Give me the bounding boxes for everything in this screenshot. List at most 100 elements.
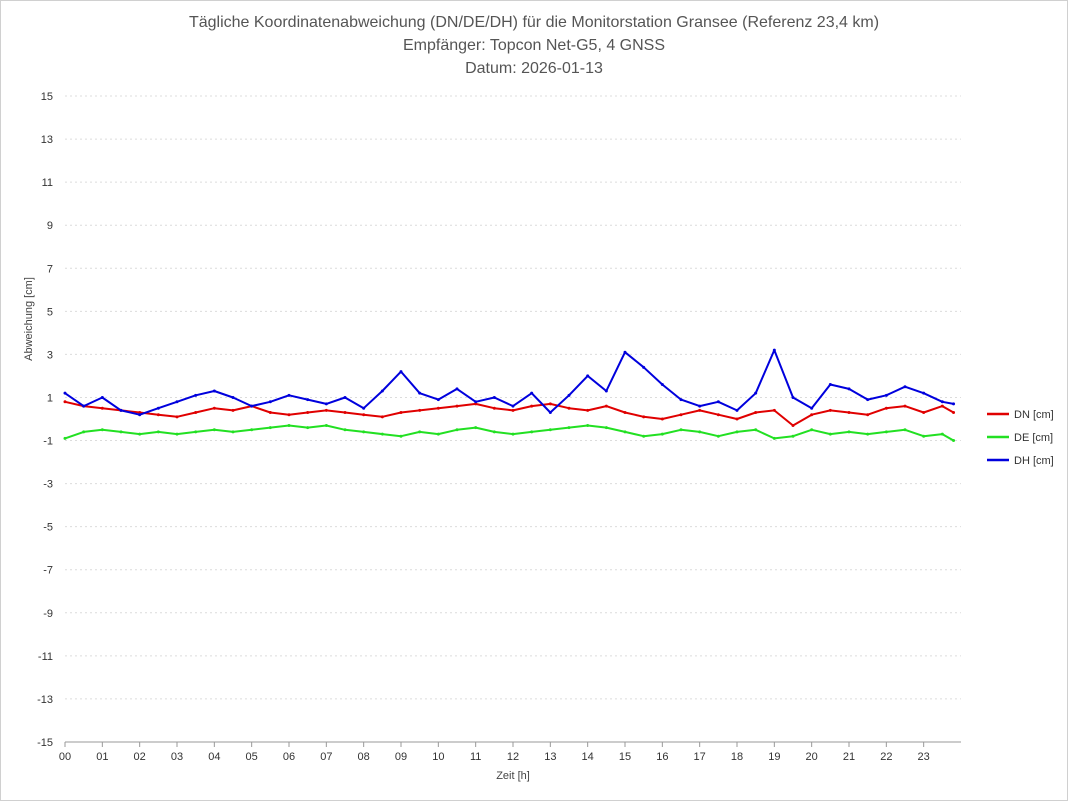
- data-point-dh: [604, 389, 608, 393]
- data-point-dn: [474, 402, 478, 406]
- data-point-dn: [586, 408, 590, 412]
- series-line-dh: [64, 349, 954, 416]
- y-tick-label: 15: [41, 91, 53, 103]
- data-point-de: [679, 428, 683, 432]
- data-point-de: [791, 434, 795, 438]
- data-point-dn: [866, 413, 870, 417]
- data-point-de: [324, 423, 328, 427]
- data-point-dh: [418, 391, 422, 395]
- data-point-dn: [100, 406, 104, 410]
- data-point-dn: [324, 408, 328, 412]
- data-point-de: [399, 434, 403, 438]
- data-point-dn: [716, 413, 720, 417]
- data-point-dh: [548, 411, 552, 415]
- y-tick-label: 13: [41, 134, 53, 146]
- data-point-de: [212, 428, 216, 432]
- data-point-dn: [306, 411, 310, 415]
- data-point-de: [922, 434, 926, 438]
- y-tick-label: -5: [43, 522, 53, 534]
- x-tick-label: 01: [96, 751, 108, 763]
- data-point-de: [735, 430, 739, 434]
- data-point-de: [586, 423, 590, 427]
- data-point-dh: [952, 402, 956, 406]
- data-point-dn: [623, 411, 627, 415]
- x-tick-label: 03: [171, 751, 183, 763]
- x-tick-label: 13: [544, 751, 556, 763]
- data-point-dn: [940, 404, 944, 408]
- data-point-dn: [362, 413, 366, 417]
- data-point-dn: [828, 408, 832, 412]
- data-point-de: [231, 430, 235, 434]
- x-tick-label: 10: [432, 751, 444, 763]
- data-point-dh: [754, 391, 758, 395]
- x-tick-label: 19: [768, 751, 780, 763]
- data-point-dh: [567, 393, 571, 397]
- data-point-dh: [194, 393, 198, 397]
- data-point-dn: [754, 411, 758, 415]
- data-point-de: [138, 432, 142, 436]
- data-point-dn: [698, 408, 702, 412]
- data-point-dh: [287, 393, 291, 397]
- data-point-dh: [866, 398, 870, 402]
- x-tick-label: 04: [208, 751, 220, 763]
- x-tick-label: 06: [283, 751, 295, 763]
- data-point-dh: [940, 400, 944, 404]
- x-tick-label: 23: [918, 751, 930, 763]
- y-tick-label: 3: [47, 349, 53, 361]
- data-point-dh: [212, 389, 216, 393]
- data-point-dh: [156, 406, 160, 410]
- data-point-de: [474, 426, 478, 430]
- data-point-dh: [679, 398, 683, 402]
- data-point-de: [63, 436, 67, 440]
- x-axis-label: Zeit [h]: [496, 770, 530, 782]
- data-point-dh: [884, 393, 888, 397]
- data-point-dn: [212, 406, 216, 410]
- data-point-dh: [324, 402, 328, 406]
- x-tick-label: 21: [843, 751, 855, 763]
- x-tick-label: 09: [395, 751, 407, 763]
- y-tick-label: 1: [47, 392, 53, 404]
- data-point-dn: [138, 411, 142, 415]
- series-line-de: [64, 424, 954, 442]
- x-tick-label: 16: [656, 751, 668, 763]
- data-point-de: [754, 428, 758, 432]
- y-tick-label: -3: [43, 479, 53, 491]
- data-point-de: [810, 428, 814, 432]
- data-point-de: [716, 434, 720, 438]
- data-point-de: [119, 430, 123, 434]
- data-point-dh: [343, 395, 347, 399]
- data-point-de: [343, 428, 347, 432]
- x-tick-label: 08: [358, 751, 370, 763]
- x-tick-label: 17: [694, 751, 706, 763]
- x-tick-label: 15: [619, 751, 631, 763]
- data-point-de: [100, 428, 104, 432]
- data-point-dh: [492, 395, 496, 399]
- data-point-de: [642, 434, 646, 438]
- data-point-de: [548, 428, 552, 432]
- data-point-dn: [63, 400, 67, 404]
- y-tick-label: 7: [47, 263, 53, 275]
- data-point-dn: [884, 406, 888, 410]
- data-point-dn: [511, 408, 515, 412]
- y-tick-label: -9: [43, 608, 53, 620]
- data-point-dh: [903, 385, 907, 389]
- data-point-dn: [530, 404, 534, 408]
- y-tick-label: 9: [47, 220, 53, 232]
- data-point-dn: [194, 411, 198, 415]
- x-tick-label: 12: [507, 751, 519, 763]
- data-point-dh: [82, 404, 86, 408]
- data-point-de: [903, 428, 907, 432]
- legend-label-dh: DH [cm]: [1014, 455, 1054, 467]
- data-point-dn: [343, 411, 347, 415]
- legend-label-dn: DN [cm]: [1014, 409, 1054, 421]
- data-point-de: [511, 432, 515, 436]
- data-point-de: [82, 430, 86, 434]
- data-point-de: [660, 432, 664, 436]
- data-point-dh: [847, 387, 851, 391]
- data-point-dn: [922, 411, 926, 415]
- data-point-dn: [903, 404, 907, 408]
- data-point-dn: [287, 413, 291, 417]
- data-point-dn: [772, 408, 776, 412]
- data-point-de: [362, 430, 366, 434]
